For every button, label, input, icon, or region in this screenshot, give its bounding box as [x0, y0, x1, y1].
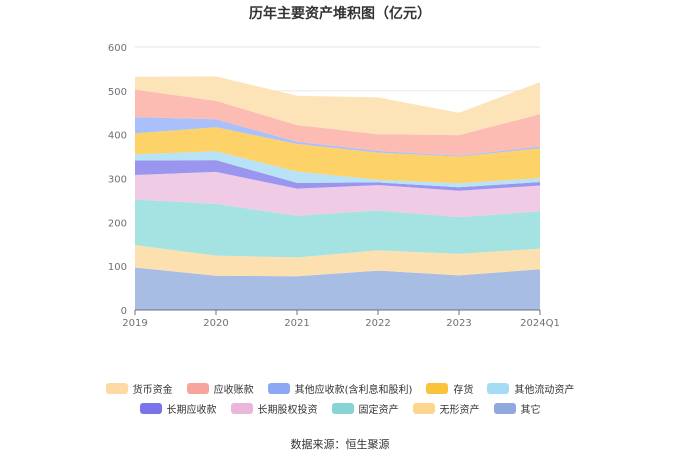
y-tick-label: 300: [108, 175, 127, 186]
x-tick-label: 2022: [365, 318, 390, 329]
legend-item[interactable]: 长期股权投资: [230, 401, 318, 416]
legend-item[interactable]: 长期应收款: [139, 401, 217, 416]
legend-swatch: [230, 402, 253, 414]
legend-swatch: [426, 382, 449, 394]
y-tick-label: 600: [108, 43, 127, 54]
x-tick-label: 2020: [203, 318, 228, 329]
legend-swatch: [186, 382, 209, 394]
legend-row: 长期应收款 长期股权投资 固定资产 无形资产 其它: [0, 398, 680, 418]
legend-label: 货币资金: [132, 384, 173, 396]
area-货币资金: [135, 76, 540, 136]
legend-item[interactable]: 固定资产: [331, 401, 399, 416]
legend-label: 存货: [453, 384, 474, 396]
area-其他流动资产: [135, 151, 540, 188]
legend-label: 长期应收款: [166, 404, 217, 416]
x-tick-label: 2021: [284, 318, 309, 329]
area-长期股权投资: [135, 171, 540, 218]
legend-label: 其他应收款(含利息和股利): [294, 384, 413, 396]
legend-swatch: [105, 382, 128, 394]
legend-row: 货币资金 应收账款 其他应收款(含利息和股利) 存货 其他流动资产: [0, 378, 680, 398]
area-长期应收款: [135, 160, 540, 191]
legend-label: 其它: [520, 404, 541, 416]
area-其它: [135, 267, 540, 310]
legend-swatch: [487, 382, 510, 394]
legend-item[interactable]: 其他应收款(含利息和股利): [267, 381, 413, 396]
legend-swatch: [412, 402, 435, 414]
legend: 货币资金 应收账款 其他应收款(含利息和股利) 存货 其他流动资产长期应收款 长期股权投资…: [0, 378, 680, 418]
legend-label: 长期股权投资: [257, 404, 318, 416]
legend-item[interactable]: 无形资产: [412, 401, 480, 416]
area-应收账款: [135, 89, 540, 156]
y-tick-label: 500: [108, 87, 127, 98]
x-tick-label: 2019: [122, 318, 147, 329]
legend-label: 应收账款: [213, 384, 254, 396]
legend-label: 固定资产: [358, 404, 399, 416]
legend-swatch: [139, 402, 162, 414]
legend-item[interactable]: 货币资金: [105, 381, 173, 396]
legend-swatch: [331, 402, 354, 414]
y-tick-label: 200: [108, 218, 127, 229]
y-tick-label: 0: [121, 306, 127, 317]
legend-label: 无形资产: [439, 404, 480, 416]
legend-label: 其他流动资产: [514, 384, 575, 396]
x-tick-label: 2023: [446, 318, 471, 329]
area-固定资产: [135, 199, 540, 258]
legend-item[interactable]: 其它: [493, 401, 541, 416]
area-无形资产: [135, 245, 540, 277]
x-tick-label: 2024Q1: [520, 318, 560, 329]
y-tick-label: 100: [108, 262, 127, 273]
legend-item[interactable]: 存货: [426, 381, 473, 396]
chart-title: 历年主要资产堆积图（亿元）: [249, 6, 431, 22]
legend-swatch: [493, 402, 516, 414]
area-series: [135, 76, 540, 310]
area-存货: [135, 127, 540, 184]
data-source: 数据来源：恒生聚源: [290, 438, 390, 451]
legend-swatch: [267, 382, 290, 394]
legend-item[interactable]: 其他流动资产: [487, 381, 574, 396]
legend-item[interactable]: 应收账款: [186, 381, 254, 396]
area-其他应收款(含利息和股利): [135, 117, 540, 157]
axes: 0 100 200 300 400 500 600 2019 2020 2021 2022 2023 2…: [108, 43, 560, 329]
y-tick-label: 400: [108, 131, 127, 142]
